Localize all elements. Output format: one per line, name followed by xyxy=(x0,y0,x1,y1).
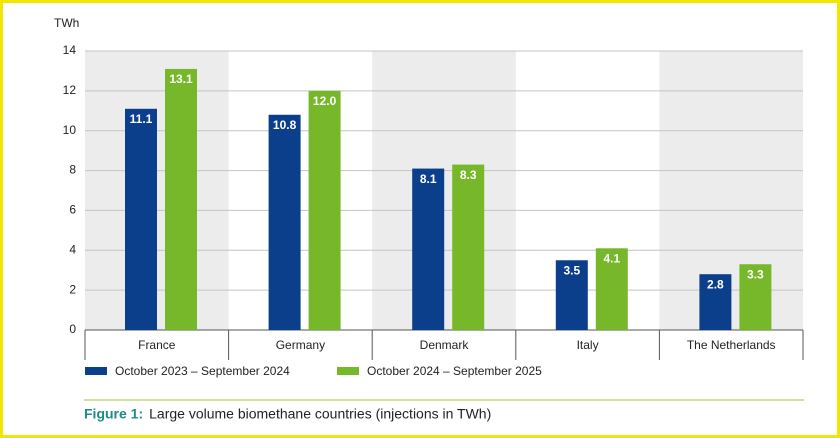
y-tick-label: 2 xyxy=(69,282,76,296)
x-tick-label: The Netherlands xyxy=(687,338,776,352)
bar xyxy=(165,68,197,330)
bar xyxy=(452,164,485,330)
legend-label: October 2023 – September 2024 xyxy=(115,364,290,378)
value-label: 2.8 xyxy=(707,277,724,291)
y-axis-label: TWh xyxy=(54,16,79,30)
legend-swatch xyxy=(85,367,107,375)
bar xyxy=(739,264,772,330)
y-tick-label: 14 xyxy=(63,43,77,57)
bar xyxy=(699,274,732,330)
y-tick-label: 4 xyxy=(69,242,76,256)
caption-text: Large volume biomethane countries (injec… xyxy=(149,406,491,422)
x-tick-label: Italy xyxy=(577,338,599,352)
y-tick-label: 12 xyxy=(63,83,77,97)
value-label: 12.0 xyxy=(313,94,337,108)
y-tick-label: 10 xyxy=(63,123,77,137)
legend-label: October 2024 – September 2025 xyxy=(367,364,542,378)
legend-swatch xyxy=(337,367,359,375)
y-tick-label: 8 xyxy=(69,163,76,177)
bar xyxy=(125,108,157,331)
value-label: 4.1 xyxy=(603,251,620,265)
bar xyxy=(308,90,341,330)
value-label: 13.1 xyxy=(169,72,193,86)
value-label: 8.1 xyxy=(420,172,437,186)
x-tick-label: Germany xyxy=(276,338,325,352)
x-tick-label: Denmark xyxy=(420,338,470,352)
bar xyxy=(268,114,301,331)
value-label: 8.3 xyxy=(460,168,477,182)
bar xyxy=(412,168,445,330)
caption-label: Figure 1: xyxy=(84,406,143,422)
value-label: 11.1 xyxy=(130,112,153,126)
y-tick-label: 6 xyxy=(69,203,76,217)
x-tick-label: France xyxy=(138,338,176,352)
y-tick-label: 0 xyxy=(69,322,76,336)
bar xyxy=(555,260,588,330)
value-label: 3.5 xyxy=(563,263,580,277)
bar xyxy=(595,248,628,330)
value-label: 10.8 xyxy=(273,118,297,132)
value-label: 3.3 xyxy=(747,267,764,281)
